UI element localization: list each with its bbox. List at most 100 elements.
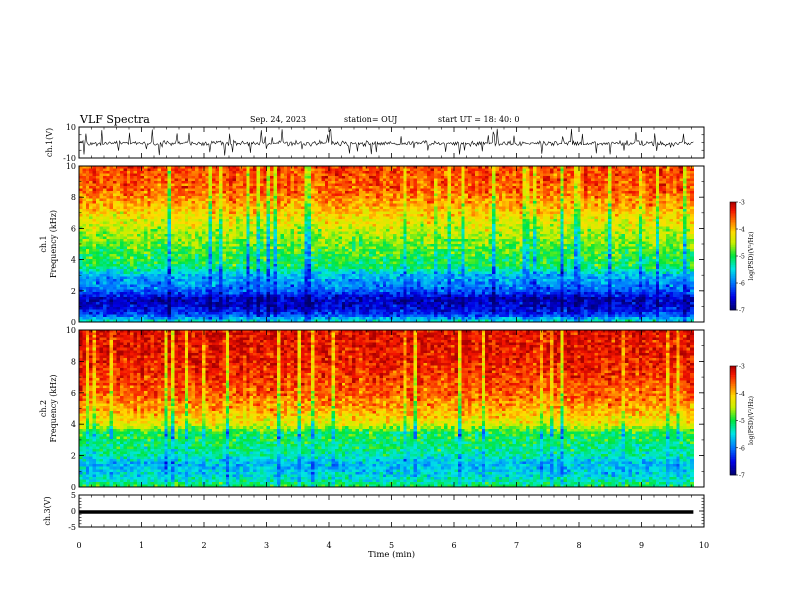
colorbar-segment: [730, 405, 736, 409]
colorbar-segment: [730, 275, 736, 278]
colorbar-segment: [730, 286, 736, 289]
colorbar-segment: [730, 252, 736, 255]
colorbar-segment: [730, 225, 736, 228]
y-tick-label: 0: [71, 318, 76, 327]
colorbar-tick-label: -7: [739, 308, 745, 315]
colorbar-segment: [730, 376, 736, 380]
ch2-spectrogram-ylabel-frequency: Frequency (kHz): [49, 374, 58, 442]
start-time-label: start UT = 18: 40: 0: [438, 115, 519, 124]
colorbar-segment: [730, 473, 736, 476]
colorbar-segment: [730, 366, 736, 369]
colorbar-segment: [730, 293, 736, 296]
colorbar-segment: [730, 239, 736, 242]
colorbar-segment: [730, 418, 736, 421]
colorbar-segment: [730, 254, 736, 257]
colorbar-tick-label: -5: [739, 418, 745, 425]
colorbar-tick-label: -7: [739, 473, 745, 480]
colorbar-segment: [730, 427, 736, 430]
colorbar-segment: [730, 467, 736, 470]
colorbar-segment: [730, 232, 736, 235]
colorbar-segment: [730, 306, 736, 309]
y-tick-label: 4: [71, 256, 76, 265]
colorbar-segment: [730, 236, 736, 239]
colorbar-tick-label: -6: [739, 281, 745, 288]
colorbar-segment: [730, 216, 736, 219]
colorbar-segment: [730, 375, 736, 378]
colorbar-segment: [730, 304, 736, 307]
colorbar-segment: [730, 234, 736, 237]
colorbar-segment: [730, 393, 736, 396]
ch2-spectrogram-panel: 0 2 4 6 8 10 ch.2 Frequency (kHz) -3 -4 -5 -6 -7 log(…: [39, 326, 755, 492]
ch3-waveform-ylabel: ch.3(V): [43, 496, 52, 525]
colorbar-segment: [730, 203, 736, 206]
colorbar-segment: [730, 416, 736, 419]
colorbar-segment: [730, 455, 736, 458]
colorbar-segment: [730, 220, 736, 223]
colorbar-segment: [730, 230, 736, 233]
colorbar-segment: [730, 398, 736, 401]
y-tick-label: 8: [71, 193, 76, 202]
colorbar-segment: [730, 214, 736, 217]
y-tick-label: 2: [71, 452, 76, 461]
colorbar-segment: [730, 212, 736, 215]
colorbar-segment: [730, 433, 736, 436]
y-tick-label: 10: [66, 162, 76, 171]
colorbar-segment: [730, 288, 736, 291]
colorbar-segment: [730, 407, 736, 410]
x-tick-label: 2: [201, 541, 206, 550]
colorbar-segment: [730, 402, 736, 405]
colorbar-segment: [730, 460, 736, 463]
colorbar-segment: [730, 449, 736, 452]
colorbar-segment: [730, 261, 736, 264]
colorbar-segment: [730, 283, 736, 286]
colorbar-segment: [730, 274, 736, 277]
ch2-spectrogram-image: [79, 330, 694, 488]
colorbar-segment: [730, 411, 736, 414]
colorbar-segment: [730, 395, 736, 398]
colorbar-segment: [730, 302, 736, 305]
x-tick-label: 7: [514, 541, 519, 550]
y-tick-label: -10: [63, 154, 76, 163]
colorbar-segment: [730, 462, 736, 465]
colorbar-segment: [730, 295, 736, 298]
x-tick-label: 3: [264, 541, 269, 550]
y-tick-label: 6: [71, 389, 76, 398]
colorbar-segment: [730, 211, 736, 214]
colorbar-segment: [730, 442, 736, 445]
colorbar-segment: [730, 238, 736, 241]
y-tick-label: 10: [66, 326, 76, 335]
colorbar-segment: [730, 380, 736, 383]
colorbar-segment: [730, 371, 736, 374]
colorbar-segment: [730, 440, 736, 443]
colorbar-segment: [730, 229, 736, 232]
ch1-spectrogram-ylabel-channel: ch.1: [39, 235, 48, 252]
colorbar-segment: [730, 272, 736, 275]
colorbar-segment: [730, 297, 736, 300]
colorbar-segment: [730, 422, 736, 425]
colorbar-segment: [730, 279, 736, 282]
y-tick-label: 0: [71, 507, 76, 516]
y-tick-label: 6: [71, 224, 76, 233]
colorbar-segment: [730, 382, 736, 385]
ch1-spectrogram-image: [79, 166, 694, 323]
colorbar-segment: [730, 245, 736, 248]
colorbar-segment: [730, 445, 736, 449]
colorbar-tick-label: -3: [739, 364, 745, 371]
colorbar-tick-label: -6: [739, 445, 745, 452]
colorbar-segment: [730, 458, 736, 461]
x-tick-label: 9: [639, 541, 644, 550]
colorbar-segment: [730, 373, 736, 376]
ch2-spectrogram-ylabel-channel: ch.2: [39, 400, 48, 417]
colorbar-segment: [730, 404, 736, 407]
colorbar-segment: [730, 435, 736, 438]
colorbar-segment: [730, 451, 736, 454]
colorbar-segment: [730, 207, 736, 210]
y-tick-label: -5: [68, 523, 76, 532]
colorbar-segment: [730, 241, 736, 244]
colorbar-segment: [730, 447, 736, 450]
colorbar-segment: [730, 259, 736, 262]
colorbar-segment: [730, 265, 736, 268]
colorbar-label: log(PSD)(V²/Hz): [748, 396, 755, 445]
